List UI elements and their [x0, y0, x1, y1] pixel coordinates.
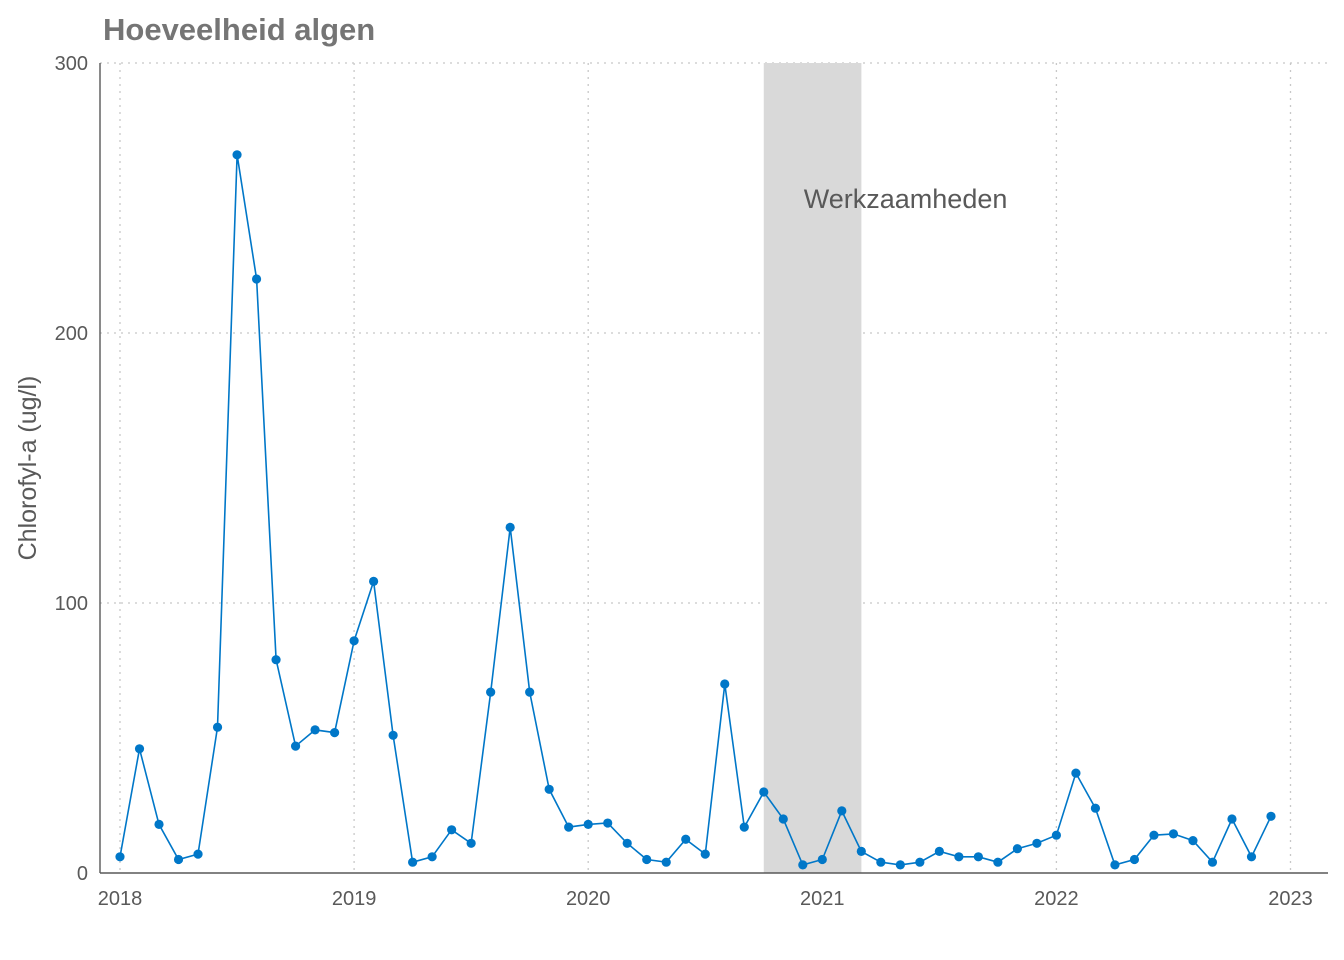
data-point: [739, 822, 749, 832]
data-point: [349, 636, 359, 646]
data-point: [408, 857, 418, 867]
data-point: [681, 834, 691, 844]
data-point: [1110, 860, 1120, 870]
data-point: [661, 857, 671, 867]
data-point: [1266, 811, 1276, 821]
data-point: [583, 819, 593, 830]
y-tick-label: 200: [55, 323, 88, 345]
data-point: [251, 274, 262, 284]
data-point: [173, 854, 184, 865]
data-point: [954, 852, 964, 862]
data-point: [798, 860, 808, 870]
data-point: [934, 846, 944, 857]
x-tick-label: 2022: [1034, 888, 1079, 910]
data-point: [1246, 852, 1257, 862]
data-point: [232, 150, 242, 160]
data-point: [427, 852, 437, 862]
y-axis-label: Chlorofyl-a (ug/l): [14, 376, 42, 561]
data-point: [720, 679, 730, 689]
data-point: [388, 730, 398, 740]
data-point: [193, 849, 203, 859]
data-point: [310, 725, 320, 735]
data-point: [973, 852, 983, 862]
data-point: [486, 687, 496, 697]
x-tick-label: 2023: [1268, 888, 1313, 910]
x-tick-label: 2021: [800, 888, 845, 910]
data-point: [1227, 814, 1237, 824]
data-point: [876, 857, 886, 867]
data-point: [817, 854, 827, 865]
data-point: [837, 806, 847, 816]
data-point: [993, 857, 1003, 867]
data-point: [564, 822, 574, 832]
chart-title: Hoeveelheid algen: [103, 12, 375, 47]
data-point: [505, 522, 515, 533]
data-point: [622, 838, 632, 848]
x-tick-label: 2018: [98, 888, 143, 910]
data-point: [1207, 857, 1218, 867]
data-point: [603, 818, 613, 828]
data-point: [915, 857, 925, 867]
data-point: [759, 787, 769, 797]
x-tick-label: 2019: [332, 888, 377, 910]
data-point: [212, 722, 223, 732]
data-point: [447, 825, 457, 835]
data-point: [154, 819, 164, 830]
data-point: [115, 852, 125, 862]
y-tick-label: 0: [77, 863, 88, 885]
data-point: [1012, 844, 1022, 854]
data-point: [271, 655, 281, 665]
data-point: [642, 854, 652, 865]
data-point: [1188, 836, 1198, 846]
data-point: [895, 860, 905, 870]
data-point: [700, 849, 710, 859]
data-point: [778, 814, 788, 824]
data-point: [1071, 768, 1081, 778]
data-point: [1149, 830, 1159, 840]
data-point: [369, 576, 379, 587]
data-point: [525, 687, 535, 697]
werkzaamheden-band: [763, 63, 862, 873]
data-point: [1051, 830, 1061, 840]
data-point: [856, 846, 866, 857]
series-line: [119, 154, 1272, 866]
data-point: [466, 838, 476, 848]
y-tick-label: 300: [55, 53, 88, 75]
data-point: [1032, 838, 1042, 848]
data-point: [1129, 854, 1140, 865]
band-annotation: Werkzaamheden: [804, 184, 1008, 214]
data-point: [329, 728, 340, 738]
x-tick-label: 2020: [566, 888, 611, 910]
data-point: [1090, 803, 1101, 813]
data-point: [134, 744, 145, 754]
y-tick-label: 100: [55, 593, 88, 615]
data-point: [544, 784, 554, 794]
data-point: [1168, 829, 1179, 839]
data-point: [290, 741, 301, 751]
